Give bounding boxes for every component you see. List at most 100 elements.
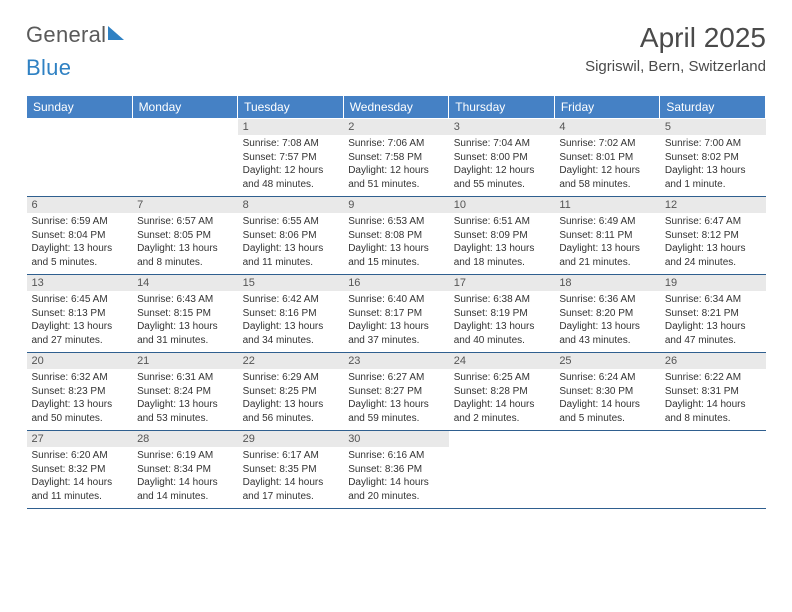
day-number: 3 (449, 119, 555, 135)
weekday-sunday: Sunday (27, 96, 133, 119)
calendar-cell: 14Sunrise: 6:43 AMSunset: 8:15 PMDayligh… (132, 275, 238, 353)
title-block: April 2025 Sigriswil, Bern, Switzerland (585, 22, 766, 75)
calendar-cell: 13Sunrise: 6:45 AMSunset: 8:13 PMDayligh… (27, 275, 133, 353)
day-number: 22 (238, 353, 344, 369)
calendar-cell: 23Sunrise: 6:27 AMSunset: 8:27 PMDayligh… (343, 353, 449, 431)
sunset-text: Sunset: 8:09 PM (454, 229, 550, 243)
daylight-text: Daylight: 13 hours and 21 minutes. (559, 242, 655, 269)
brand-text-1: General (26, 22, 106, 48)
day-details: Sunrise: 6:55 AMSunset: 8:06 PMDaylight:… (238, 213, 344, 273)
calendar-cell: 12Sunrise: 6:47 AMSunset: 8:12 PMDayligh… (660, 197, 766, 275)
day-number: 7 (132, 197, 238, 213)
day-details: Sunrise: 6:22 AMSunset: 8:31 PMDaylight:… (660, 369, 766, 429)
sunrise-text: Sunrise: 6:20 AM (32, 449, 128, 463)
calendar-cell: 28Sunrise: 6:19 AMSunset: 8:34 PMDayligh… (132, 431, 238, 509)
calendar-cell: 25Sunrise: 6:24 AMSunset: 8:30 PMDayligh… (554, 353, 660, 431)
sunset-text: Sunset: 8:11 PM (559, 229, 655, 243)
calendar-cell (449, 431, 555, 509)
day-number: 13 (27, 275, 133, 291)
calendar-cell: 8Sunrise: 6:55 AMSunset: 8:06 PMDaylight… (238, 197, 344, 275)
sunrise-text: Sunrise: 7:04 AM (454, 137, 550, 151)
calendar-cell: 11Sunrise: 6:49 AMSunset: 8:11 PMDayligh… (554, 197, 660, 275)
day-number: 28 (132, 431, 238, 447)
day-details: Sunrise: 6:57 AMSunset: 8:05 PMDaylight:… (132, 213, 238, 273)
day-details: Sunrise: 6:40 AMSunset: 8:17 PMDaylight:… (343, 291, 449, 351)
weekday-friday: Friday (554, 96, 660, 119)
day-details: Sunrise: 6:17 AMSunset: 8:35 PMDaylight:… (238, 447, 344, 507)
day-number: 27 (27, 431, 133, 447)
day-number: 6 (27, 197, 133, 213)
day-number: 16 (343, 275, 449, 291)
sunset-text: Sunset: 8:34 PM (137, 463, 233, 477)
sunrise-text: Sunrise: 7:00 AM (665, 137, 761, 151)
daylight-text: Daylight: 13 hours and 50 minutes. (32, 398, 128, 425)
daylight-text: Daylight: 13 hours and 24 minutes. (665, 242, 761, 269)
weekday-saturday: Saturday (660, 96, 766, 119)
sunrise-text: Sunrise: 6:49 AM (559, 215, 655, 229)
day-details: Sunrise: 6:32 AMSunset: 8:23 PMDaylight:… (27, 369, 133, 429)
month-title: April 2025 (585, 22, 766, 54)
weekday-tuesday: Tuesday (238, 96, 344, 119)
daylight-text: Daylight: 12 hours and 55 minutes. (454, 164, 550, 191)
sunset-text: Sunset: 8:35 PM (243, 463, 339, 477)
day-number: 10 (449, 197, 555, 213)
daylight-text: Daylight: 13 hours and 27 minutes. (32, 320, 128, 347)
sunset-text: Sunset: 8:36 PM (348, 463, 444, 477)
day-details: Sunrise: 6:43 AMSunset: 8:15 PMDaylight:… (132, 291, 238, 351)
sunset-text: Sunset: 8:12 PM (665, 229, 761, 243)
sunrise-text: Sunrise: 6:27 AM (348, 371, 444, 385)
sunrise-text: Sunrise: 6:19 AM (137, 449, 233, 463)
daylight-text: Daylight: 13 hours and 56 minutes. (243, 398, 339, 425)
day-details: Sunrise: 6:24 AMSunset: 8:30 PMDaylight:… (554, 369, 660, 429)
sunset-text: Sunset: 7:58 PM (348, 151, 444, 165)
sunset-text: Sunset: 8:00 PM (454, 151, 550, 165)
day-number: 29 (238, 431, 344, 447)
daylight-text: Daylight: 13 hours and 47 minutes. (665, 320, 761, 347)
daylight-text: Daylight: 13 hours and 53 minutes. (137, 398, 233, 425)
sunset-text: Sunset: 8:06 PM (243, 229, 339, 243)
sunset-text: Sunset: 8:04 PM (32, 229, 128, 243)
day-details: Sunrise: 7:00 AMSunset: 8:02 PMDaylight:… (660, 135, 766, 195)
calendar-cell: 7Sunrise: 6:57 AMSunset: 8:05 PMDaylight… (132, 197, 238, 275)
sunrise-text: Sunrise: 7:08 AM (243, 137, 339, 151)
weekday-wednesday: Wednesday (343, 96, 449, 119)
day-details: Sunrise: 6:29 AMSunset: 8:25 PMDaylight:… (238, 369, 344, 429)
calendar-week-row: 1Sunrise: 7:08 AMSunset: 7:57 PMDaylight… (27, 119, 766, 197)
day-details: Sunrise: 6:45 AMSunset: 8:13 PMDaylight:… (27, 291, 133, 351)
daylight-text: Daylight: 13 hours and 1 minute. (665, 164, 761, 191)
calendar-cell: 18Sunrise: 6:36 AMSunset: 8:20 PMDayligh… (554, 275, 660, 353)
daylight-text: Daylight: 13 hours and 5 minutes. (32, 242, 128, 269)
day-details: Sunrise: 6:16 AMSunset: 8:36 PMDaylight:… (343, 447, 449, 507)
day-number: 2 (343, 119, 449, 135)
calendar-cell: 24Sunrise: 6:25 AMSunset: 8:28 PMDayligh… (449, 353, 555, 431)
calendar-cell: 9Sunrise: 6:53 AMSunset: 8:08 PMDaylight… (343, 197, 449, 275)
brand-text-2: Blue (26, 55, 71, 81)
day-number: 17 (449, 275, 555, 291)
calendar-week-row: 13Sunrise: 6:45 AMSunset: 8:13 PMDayligh… (27, 275, 766, 353)
daylight-text: Daylight: 14 hours and 11 minutes. (32, 476, 128, 503)
day-number: 9 (343, 197, 449, 213)
daylight-text: Daylight: 14 hours and 8 minutes. (665, 398, 761, 425)
daylight-text: Daylight: 14 hours and 2 minutes. (454, 398, 550, 425)
daylight-text: Daylight: 13 hours and 8 minutes. (137, 242, 233, 269)
brand-logo: General (26, 22, 124, 48)
sunset-text: Sunset: 8:15 PM (137, 307, 233, 321)
day-details: Sunrise: 6:20 AMSunset: 8:32 PMDaylight:… (27, 447, 133, 507)
calendar-cell: 21Sunrise: 6:31 AMSunset: 8:24 PMDayligh… (132, 353, 238, 431)
day-details: Sunrise: 6:19 AMSunset: 8:34 PMDaylight:… (132, 447, 238, 507)
sunrise-text: Sunrise: 6:16 AM (348, 449, 444, 463)
calendar-cell: 26Sunrise: 6:22 AMSunset: 8:31 PMDayligh… (660, 353, 766, 431)
day-number: 8 (238, 197, 344, 213)
day-number: 14 (132, 275, 238, 291)
sunset-text: Sunset: 8:08 PM (348, 229, 444, 243)
sunset-text: Sunset: 8:24 PM (137, 385, 233, 399)
day-details: Sunrise: 6:51 AMSunset: 8:09 PMDaylight:… (449, 213, 555, 273)
sunset-text: Sunset: 8:20 PM (559, 307, 655, 321)
daylight-text: Daylight: 14 hours and 17 minutes. (243, 476, 339, 503)
sunset-text: Sunset: 8:02 PM (665, 151, 761, 165)
calendar-cell: 10Sunrise: 6:51 AMSunset: 8:09 PMDayligh… (449, 197, 555, 275)
calendar-cell: 6Sunrise: 6:59 AMSunset: 8:04 PMDaylight… (27, 197, 133, 275)
daylight-text: Daylight: 13 hours and 37 minutes. (348, 320, 444, 347)
calendar-table: Sunday Monday Tuesday Wednesday Thursday… (26, 95, 766, 509)
sunset-text: Sunset: 8:23 PM (32, 385, 128, 399)
